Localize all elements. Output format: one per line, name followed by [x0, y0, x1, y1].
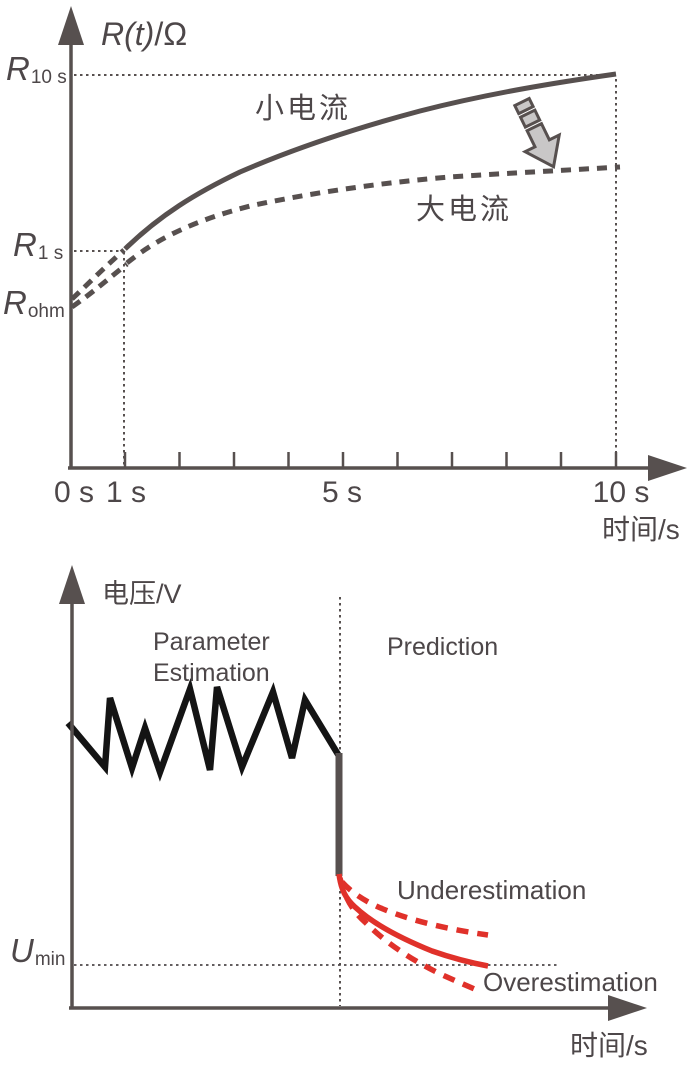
bottom-y-axis-label: 电压/V — [102, 579, 182, 609]
r10s-tick-label: R 10 s — [6, 50, 67, 88]
top-y-axis-label: R(t)/Ω — [101, 16, 188, 52]
top-x-axis-label: 时间/s — [602, 514, 680, 545]
small-current-curve-initial-segment — [70, 248, 126, 301]
top-y-axis-arrowhead — [58, 6, 84, 45]
overestimation-label: Overestimation — [483, 967, 658, 997]
large-current-curve-initial-segment — [70, 262, 129, 310]
large-current-label: 大电流 — [416, 194, 513, 226]
bottom-x-axis-label: 时间/s — [570, 1030, 648, 1061]
bottom-x-axis-arrowhead — [608, 995, 647, 1021]
underestimation-label: Underestimation — [397, 875, 587, 905]
underestimation-bound-curve — [339, 880, 489, 938]
small-current-curve — [123, 71, 617, 251]
predicted-voltage-curve — [336, 873, 489, 969]
top-xtick-1s: 1 s — [105, 476, 147, 509]
small-current-label: 小电流 — [255, 93, 352, 125]
overestimation-bound-curve — [337, 877, 481, 994]
large-current-curve — [125, 164, 621, 265]
top-x-axis-arrowhead — [648, 455, 687, 481]
shift-down-arrow-icon — [512, 96, 562, 169]
top-xtick-0s: 0 s — [53, 476, 95, 509]
top-xtick-10s: 10 s — [592, 476, 650, 509]
prediction-label: Prediction — [387, 633, 499, 661]
parameter-estimation-label: Parameter Estimation — [153, 628, 270, 687]
bottom-y-axis-arrowhead — [59, 565, 85, 604]
measured-voltage-zigzag — [65, 677, 342, 782]
top-xtick-5s: 5 s — [321, 476, 363, 509]
top-x-axis-ticks — [123, 452, 618, 468]
